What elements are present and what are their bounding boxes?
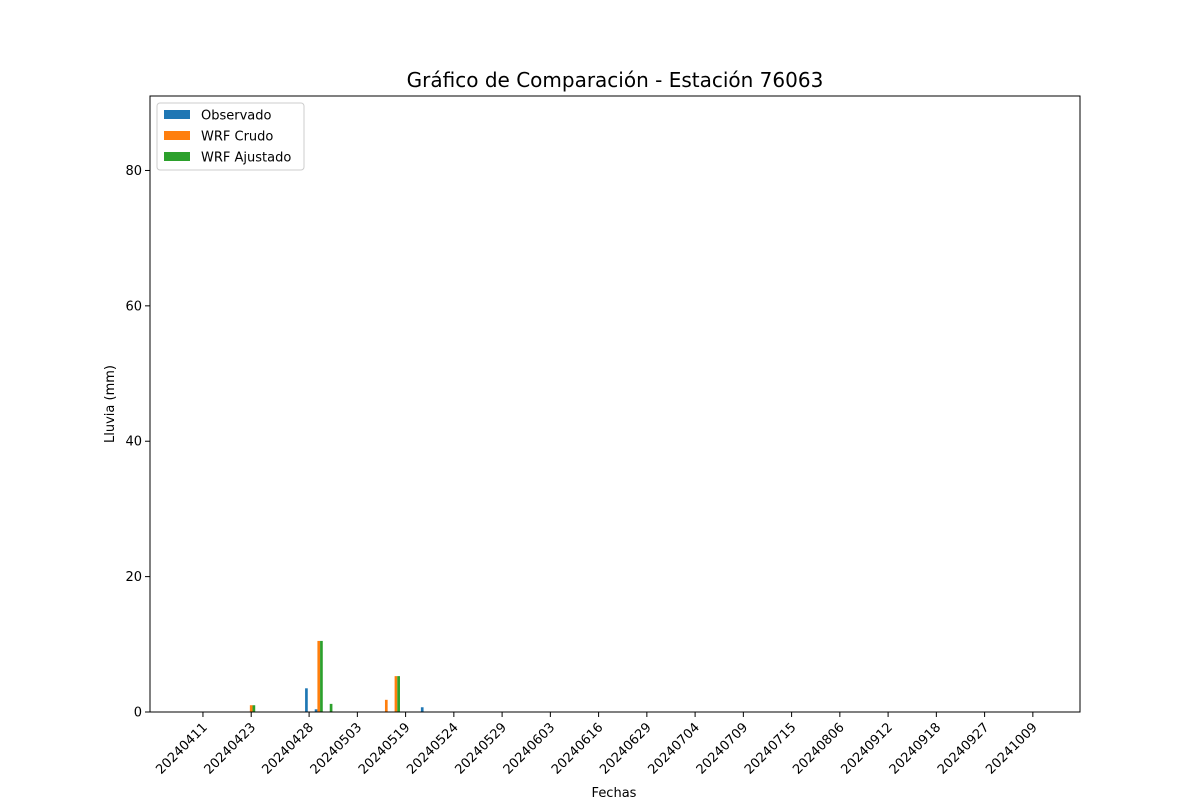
bars-group — [249, 640, 424, 712]
x-tick-label: 20240428 — [260, 720, 317, 777]
x-tick-label: 20240519 — [356, 720, 413, 777]
legend-box — [156, 102, 305, 171]
x-tick-label: 20240806 — [790, 720, 847, 777]
bar-wrf-crudo-23 — [394, 676, 398, 712]
bar-wrf-crudo-22 — [384, 699, 388, 712]
plot-frame — [149, 95, 1081, 713]
x-axis-label: Fechas — [592, 786, 637, 800]
y-tick-label: 0 — [134, 706, 142, 721]
legend-label: WRF Crudo — [201, 130, 273, 145]
x-tick-label: 20240411 — [153, 720, 210, 777]
bar-wrf-ajustado-8 — [252, 705, 256, 712]
x-tick-label: 20240709 — [694, 720, 751, 777]
legend: Observado WRF Crudo WRF Ajustado — [156, 102, 305, 171]
y-tick-label: 20 — [125, 570, 142, 585]
bar-wrf-ajustado-15 — [320, 640, 323, 712]
bar-observado-14 — [305, 688, 308, 712]
x-tick-label: 20241009 — [983, 720, 1040, 777]
legend-label: WRF Ajustado — [201, 151, 291, 166]
bar-wrf-ajustado-16 — [329, 703, 333, 712]
x-tick-label: 20240503 — [308, 720, 365, 777]
x-tick-label: 20240927 — [935, 720, 992, 777]
x-tick-label: 20240529 — [453, 720, 510, 777]
bar-wrf-ajustado-23 — [397, 676, 400, 712]
legend-swatch — [164, 152, 190, 161]
x-tick-label: 20240629 — [597, 720, 654, 777]
bar-wrf-crudo-8 — [249, 705, 253, 712]
y-tick-label: 60 — [125, 299, 142, 314]
x-tick-label: 20240423 — [202, 720, 259, 777]
chart-title: Gráfico de Comparación - Estación 76063 — [407, 68, 824, 92]
legend-label: Observado — [201, 109, 272, 124]
legend-swatch — [164, 110, 190, 119]
x-tick-label: 20240616 — [549, 720, 606, 777]
bar-observado-15 — [314, 709, 318, 712]
y-axis-label: Lluvia (mm) — [103, 365, 118, 443]
bar-wrf-crudo-15 — [317, 640, 321, 712]
y-axis: 0 20 40 60 80 — [125, 164, 150, 721]
x-tick-label: 20240524 — [404, 720, 461, 777]
legend-swatch — [164, 131, 190, 140]
x-tick-label: 20240704 — [646, 720, 703, 777]
y-tick-label: 80 — [125, 164, 142, 179]
x-tick-label: 20240918 — [887, 720, 944, 777]
x-tick-label: 20240912 — [839, 720, 896, 777]
x-tick-label: 20240603 — [501, 720, 558, 777]
y-tick-label: 40 — [125, 435, 142, 450]
bar-observado-26 — [420, 707, 424, 712]
x-tick-label: 20240715 — [742, 720, 799, 777]
